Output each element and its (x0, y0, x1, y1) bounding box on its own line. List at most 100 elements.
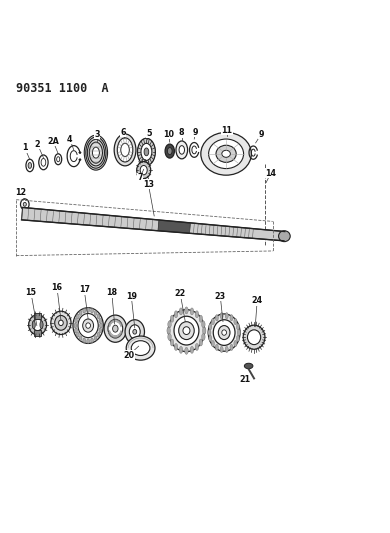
Ellipse shape (87, 308, 89, 312)
Ellipse shape (248, 330, 261, 345)
Ellipse shape (215, 314, 218, 321)
Ellipse shape (83, 338, 85, 343)
Ellipse shape (55, 316, 67, 330)
Text: 21: 21 (239, 375, 250, 384)
Ellipse shape (125, 320, 144, 344)
Text: 11: 11 (222, 126, 232, 135)
Ellipse shape (76, 314, 79, 319)
Text: 19: 19 (126, 292, 137, 301)
Text: 7: 7 (137, 173, 143, 182)
Ellipse shape (91, 309, 94, 313)
Ellipse shape (23, 203, 27, 206)
Ellipse shape (74, 323, 77, 328)
Ellipse shape (94, 311, 97, 316)
Ellipse shape (234, 318, 237, 325)
Ellipse shape (79, 152, 81, 154)
Ellipse shape (230, 314, 233, 321)
Ellipse shape (168, 333, 171, 341)
Ellipse shape (126, 336, 155, 360)
Ellipse shape (73, 308, 103, 343)
Ellipse shape (202, 333, 205, 341)
Ellipse shape (222, 150, 230, 157)
Ellipse shape (201, 132, 251, 175)
Ellipse shape (209, 139, 244, 168)
Ellipse shape (78, 313, 98, 337)
Ellipse shape (113, 325, 118, 332)
Ellipse shape (104, 315, 127, 342)
Ellipse shape (236, 335, 239, 342)
Ellipse shape (74, 318, 77, 323)
Text: 22: 22 (175, 289, 186, 298)
Ellipse shape (237, 329, 240, 336)
Ellipse shape (83, 309, 85, 313)
Text: 9: 9 (258, 130, 264, 139)
Ellipse shape (51, 311, 71, 335)
Ellipse shape (86, 323, 90, 328)
Ellipse shape (114, 134, 136, 166)
Ellipse shape (94, 336, 97, 341)
Ellipse shape (165, 144, 174, 158)
Text: 2A: 2A (47, 137, 59, 146)
Polygon shape (158, 220, 190, 233)
Text: 15: 15 (25, 288, 37, 297)
Ellipse shape (174, 311, 178, 318)
Ellipse shape (213, 320, 235, 345)
Ellipse shape (99, 318, 102, 323)
Ellipse shape (245, 364, 253, 369)
Ellipse shape (218, 326, 230, 340)
Ellipse shape (97, 314, 100, 319)
Ellipse shape (131, 341, 150, 356)
Ellipse shape (211, 341, 215, 346)
Ellipse shape (140, 165, 147, 175)
Ellipse shape (179, 322, 194, 340)
Text: 2: 2 (35, 140, 41, 149)
Ellipse shape (79, 159, 81, 160)
Ellipse shape (170, 339, 174, 346)
Text: 23: 23 (215, 292, 226, 301)
Ellipse shape (28, 163, 32, 168)
Text: 5: 5 (146, 129, 152, 138)
Text: 17: 17 (79, 285, 90, 294)
Ellipse shape (74, 328, 77, 333)
Ellipse shape (236, 324, 239, 330)
Ellipse shape (222, 330, 227, 335)
Text: 9: 9 (193, 128, 199, 137)
Ellipse shape (179, 308, 183, 315)
Ellipse shape (32, 321, 35, 329)
Ellipse shape (185, 348, 188, 354)
Text: 24: 24 (252, 296, 263, 305)
Text: 12: 12 (15, 188, 27, 197)
Ellipse shape (209, 324, 212, 330)
Ellipse shape (216, 146, 236, 163)
Ellipse shape (32, 319, 43, 330)
Polygon shape (21, 207, 285, 241)
Ellipse shape (141, 143, 152, 160)
Ellipse shape (278, 231, 290, 241)
Ellipse shape (168, 310, 205, 352)
Ellipse shape (129, 325, 140, 339)
Ellipse shape (170, 315, 174, 322)
Ellipse shape (225, 313, 228, 319)
Ellipse shape (138, 138, 155, 165)
Ellipse shape (208, 329, 211, 336)
Ellipse shape (99, 323, 102, 328)
Ellipse shape (168, 321, 171, 328)
Ellipse shape (202, 327, 206, 334)
Ellipse shape (243, 325, 265, 349)
Ellipse shape (29, 314, 46, 335)
Ellipse shape (84, 135, 108, 170)
Ellipse shape (179, 346, 183, 353)
Ellipse shape (211, 318, 215, 325)
Ellipse shape (174, 343, 178, 351)
Ellipse shape (87, 339, 89, 343)
Ellipse shape (99, 328, 102, 333)
Ellipse shape (117, 138, 133, 162)
Text: 4: 4 (67, 134, 73, 143)
Ellipse shape (209, 335, 212, 342)
Ellipse shape (190, 308, 194, 315)
Ellipse shape (234, 341, 237, 346)
Text: 18: 18 (106, 288, 117, 297)
Text: 90351 1100  A: 90351 1100 A (16, 82, 109, 95)
Text: 8: 8 (179, 128, 184, 138)
Ellipse shape (176, 141, 188, 159)
